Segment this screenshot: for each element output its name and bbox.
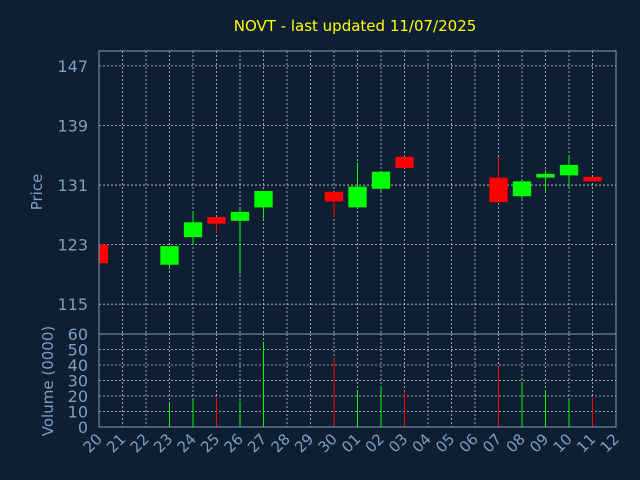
day-tick-label: 23 bbox=[150, 430, 176, 456]
volume-tick-label: 40 bbox=[68, 356, 88, 375]
volume-axis-label: Volume (0000) bbox=[39, 326, 57, 436]
candle-body bbox=[324, 191, 344, 202]
day-tick-label: 06 bbox=[456, 430, 482, 456]
day-tick-label: 04 bbox=[409, 430, 435, 456]
day-tick-label: 30 bbox=[315, 430, 341, 456]
day-tick-label: 01 bbox=[338, 430, 364, 456]
day-tick-label: 03 bbox=[385, 430, 411, 456]
price-tick-label: 139 bbox=[57, 116, 88, 135]
day-tick-label: 11 bbox=[573, 430, 599, 456]
day-tick-label: 09 bbox=[526, 430, 552, 456]
day-tick-label: 22 bbox=[127, 430, 153, 456]
day-tick-label: 26 bbox=[221, 430, 247, 456]
candle-body bbox=[160, 246, 179, 265]
candle-body bbox=[371, 171, 391, 189]
price-tick-label: 115 bbox=[57, 295, 88, 314]
day-axis-ticks: 2021222324252627282930010203040506070809… bbox=[80, 430, 623, 456]
day-tick-label: 02 bbox=[362, 430, 388, 456]
day-tick-label: 07 bbox=[479, 430, 505, 456]
candle-body bbox=[348, 186, 367, 208]
volume-tick-label: 0 bbox=[78, 418, 88, 437]
day-tick-label: 27 bbox=[244, 430, 270, 456]
day-tick-label: 28 bbox=[268, 430, 294, 456]
day-tick-label: 29 bbox=[291, 430, 317, 456]
price-axis-label: Price bbox=[28, 174, 46, 211]
day-tick-label: 21 bbox=[103, 430, 129, 456]
day-tick-label: 05 bbox=[432, 430, 458, 456]
candle-body bbox=[583, 176, 602, 182]
candle-body bbox=[99, 244, 109, 264]
price-tick-label: 131 bbox=[57, 176, 88, 195]
day-tick-label: 08 bbox=[503, 430, 529, 456]
volume-tick-label: 50 bbox=[68, 341, 88, 360]
price-tick-label: 147 bbox=[57, 57, 88, 76]
candle-body bbox=[512, 181, 532, 197]
day-axis-label: Day bbox=[333, 458, 363, 476]
candle-body bbox=[395, 156, 414, 168]
candle-body bbox=[489, 177, 508, 203]
price-axis-ticks: 115 123 131 139 147 bbox=[57, 57, 88, 314]
volume-tick-label: 60 bbox=[68, 325, 88, 344]
volume-tick-label: 30 bbox=[68, 372, 88, 391]
volume-tick-label: 20 bbox=[68, 387, 88, 406]
chart-title: NOVT - last updated 11/07/2025 bbox=[234, 17, 477, 35]
price-tick-label: 123 bbox=[57, 236, 88, 255]
day-tick-label: 24 bbox=[174, 430, 200, 456]
candle-body bbox=[207, 217, 226, 224]
volume-tick-label: 10 bbox=[68, 403, 88, 422]
day-tick-label: 12 bbox=[597, 430, 623, 456]
candle-body bbox=[230, 211, 250, 221]
candle-body bbox=[183, 222, 203, 238]
candle-body bbox=[536, 173, 555, 178]
candle-body bbox=[254, 191, 273, 208]
candle-body bbox=[559, 164, 579, 176]
day-tick-label: 25 bbox=[197, 430, 223, 456]
candlestick-series bbox=[99, 155, 602, 275]
volume-series bbox=[169, 341, 593, 427]
day-tick-label: 10 bbox=[550, 430, 576, 456]
volume-panel-frame bbox=[98, 333, 617, 428]
